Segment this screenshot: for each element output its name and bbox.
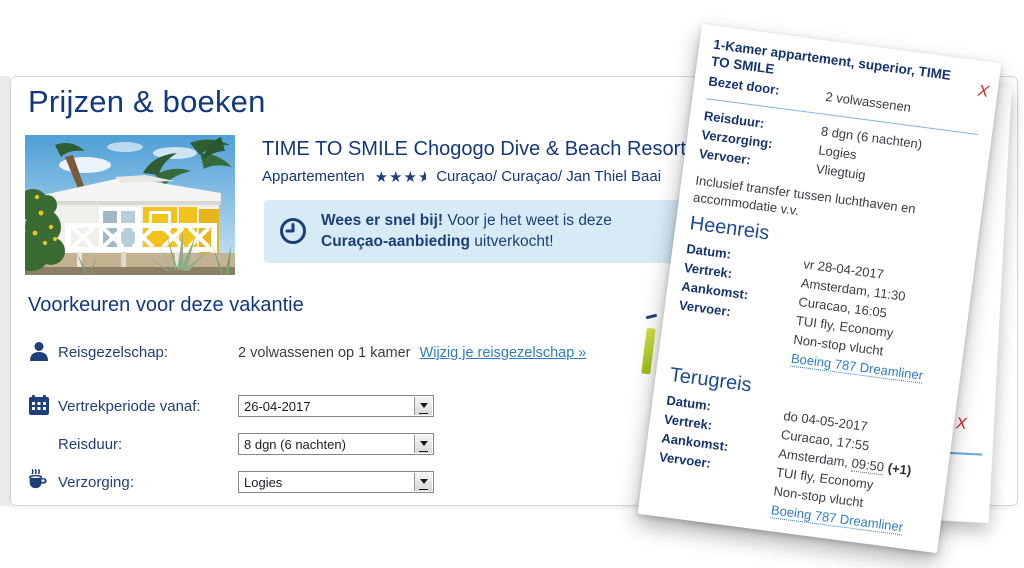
page-gutter — [0, 76, 10, 506]
inbound-arrive-plus-one: (+1) — [886, 460, 913, 479]
hotel-photo-graphic — [25, 135, 235, 275]
departure-select[interactable]: 26-04-2017 — [238, 395, 434, 417]
flight-details-card: 1-Kamer appartement, superior, TIME TO S… — [637, 24, 1002, 554]
departure-select-value: 26-04-2017 — [244, 398, 311, 414]
urgency-alert-text: Wees er snel bij! Voor je het weet is de… — [321, 210, 612, 252]
alert-text-2: uitverkocht! — [470, 233, 554, 250]
hotel-subline: Appartementen ★★★★ Curaçao/ Curaçao/ Jan T… — [262, 168, 1002, 186]
board-select-value: Logies — [244, 474, 283, 490]
person-icon — [30, 342, 48, 361]
alert-bold-2: Curaçao-aanbieding — [321, 233, 470, 250]
coffee-cup-icon — [29, 469, 47, 489]
alert-bold-1: Wees er snel bij! — [321, 212, 444, 229]
star-rating-icon: ★★★★ — [374, 169, 427, 186]
duration-select[interactable]: 8 dgn (6 nachten) — [238, 433, 434, 455]
hotel-name: TIME TO SMILE Chogogo Dive & Beach Resor… — [262, 138, 686, 160]
board-select[interactable]: Logies — [238, 471, 434, 493]
party-value-text: 2 volwassenen op 1 kamer — [238, 345, 411, 361]
hotel-type: Appartementen — [262, 168, 365, 185]
alert-text-1: Voor je het weet is deze — [443, 212, 612, 229]
page-title: Prijzen & boeken — [28, 84, 266, 119]
party-label: Reisgezelschap: — [58, 344, 169, 361]
party-value: 2 volwassenen op 1 kamer Wijzig je reisg… — [238, 345, 586, 361]
clock-icon — [280, 218, 306, 244]
hotel-photo — [25, 135, 235, 275]
board-label: Verzorging: — [58, 474, 134, 491]
preferences-heading: Voorkeuren voor deze vakantie — [28, 294, 304, 316]
close-x-icon[interactable]: X — [976, 82, 990, 101]
back-card-divider — [948, 451, 983, 456]
close-x-icon[interactable]: X — [955, 415, 968, 433]
change-party-link[interactable]: Wijzig je reisgezelschap » — [419, 345, 587, 361]
dropdown-arrow-icon[interactable] — [414, 397, 432, 415]
hotel-breadcrumb: Curaçao/ Curaçao/ Jan Thiel Baai — [436, 168, 662, 185]
calendar-icon — [29, 395, 49, 415]
duration-label: Reisduur: — [58, 436, 123, 453]
departure-label: Vertrekperiode vanaf: — [58, 398, 201, 415]
dropdown-arrow-icon[interactable] — [414, 435, 432, 453]
duration-select-value: 8 dgn (6 nachten) — [244, 436, 346, 452]
dropdown-arrow-icon[interactable] — [414, 473, 432, 491]
